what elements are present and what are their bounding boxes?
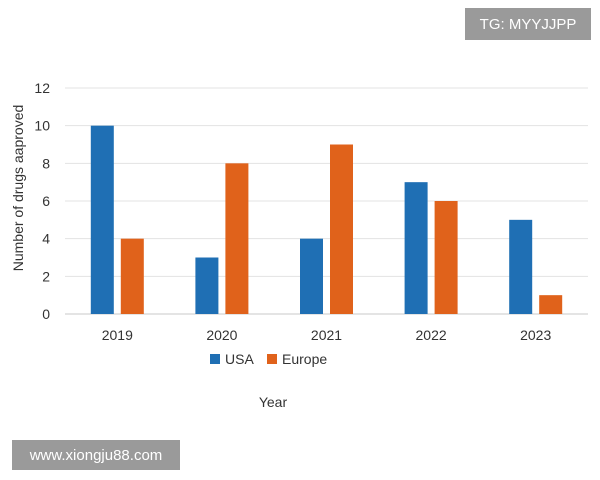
- y-tick-label: 8: [42, 155, 50, 171]
- y-axis-label: Number of drugs aaproved: [10, 105, 26, 272]
- x-tick-label: 2020: [206, 327, 237, 343]
- bar-usa-2019: [90, 125, 114, 315]
- x-tick-labels: 2019 2020 2021 2022 2023: [102, 327, 552, 343]
- bars: [90, 125, 563, 315]
- bar-usa-2023: [509, 219, 533, 314]
- bar-europe-2023: [539, 295, 563, 314]
- bar-europe-2020: [225, 163, 249, 314]
- bar-europe-2019: [120, 238, 144, 314]
- bar-europe-2021: [330, 144, 353, 314]
- legend-item-usa: USA: [210, 351, 254, 367]
- y-tick-label: 10: [34, 118, 50, 134]
- x-axis-label: Year: [259, 394, 288, 410]
- y-tick-label: 12: [34, 80, 50, 96]
- grid-lines: [65, 87, 588, 315]
- legend-label: Europe: [282, 351, 327, 367]
- x-tick-label: 2022: [416, 327, 447, 343]
- legend: USA Europe: [210, 351, 327, 367]
- legend-swatch: [267, 354, 277, 364]
- y-tick-label: 0: [42, 306, 50, 322]
- x-tick-label: 2019: [102, 327, 133, 343]
- y-tick-label: 2: [42, 268, 50, 284]
- bar-europe-2022: [434, 201, 458, 314]
- watermark-bottom: www.xiongju88.com: [12, 440, 180, 470]
- y-tick-labels: 0 2 4 6 8 10 12: [34, 80, 50, 322]
- bar-usa-2020: [195, 257, 219, 314]
- y-tick-label: 6: [42, 193, 50, 209]
- x-tick-label: 2023: [520, 327, 551, 343]
- y-tick-label: 4: [42, 231, 50, 247]
- bar-usa-2022: [404, 182, 428, 314]
- legend-swatch: [210, 354, 220, 364]
- legend-label: USA: [225, 351, 254, 367]
- watermark-top: TG: MYYJJPP: [465, 8, 591, 40]
- bar-usa-2021: [300, 238, 323, 314]
- x-tick-label: 2021: [311, 327, 342, 343]
- legend-item-europe: Europe: [267, 351, 327, 367]
